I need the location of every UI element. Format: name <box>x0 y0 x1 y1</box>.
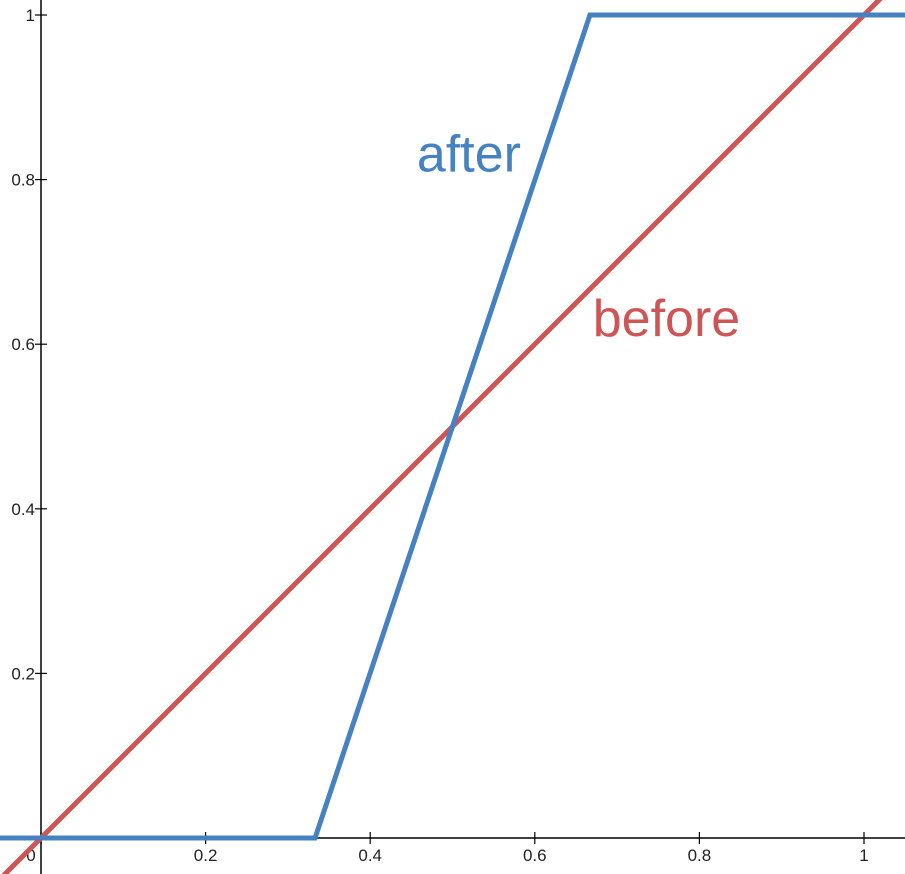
y-tick-label: 1 <box>26 6 35 25</box>
y-tick-label: 0.6 <box>11 335 35 354</box>
series-label-before: before <box>593 290 740 348</box>
x-tick-label: 1 <box>859 846 868 865</box>
x-tick-label: 0.6 <box>523 846 547 865</box>
y-tick-label: 0.4 <box>11 500 35 519</box>
annotations: after before <box>417 125 740 348</box>
y-tick-label: 0.2 <box>11 664 35 683</box>
x-tick-label: 0.8 <box>688 846 712 865</box>
x-tick-label: 0.2 <box>194 846 218 865</box>
y-tick-label: 0.8 <box>11 171 35 190</box>
x-tick-label: 0.4 <box>358 846 382 865</box>
series-line-after <box>0 12 905 841</box>
x-tick-label: 0 <box>26 846 35 865</box>
series-label-after: after <box>417 125 521 183</box>
